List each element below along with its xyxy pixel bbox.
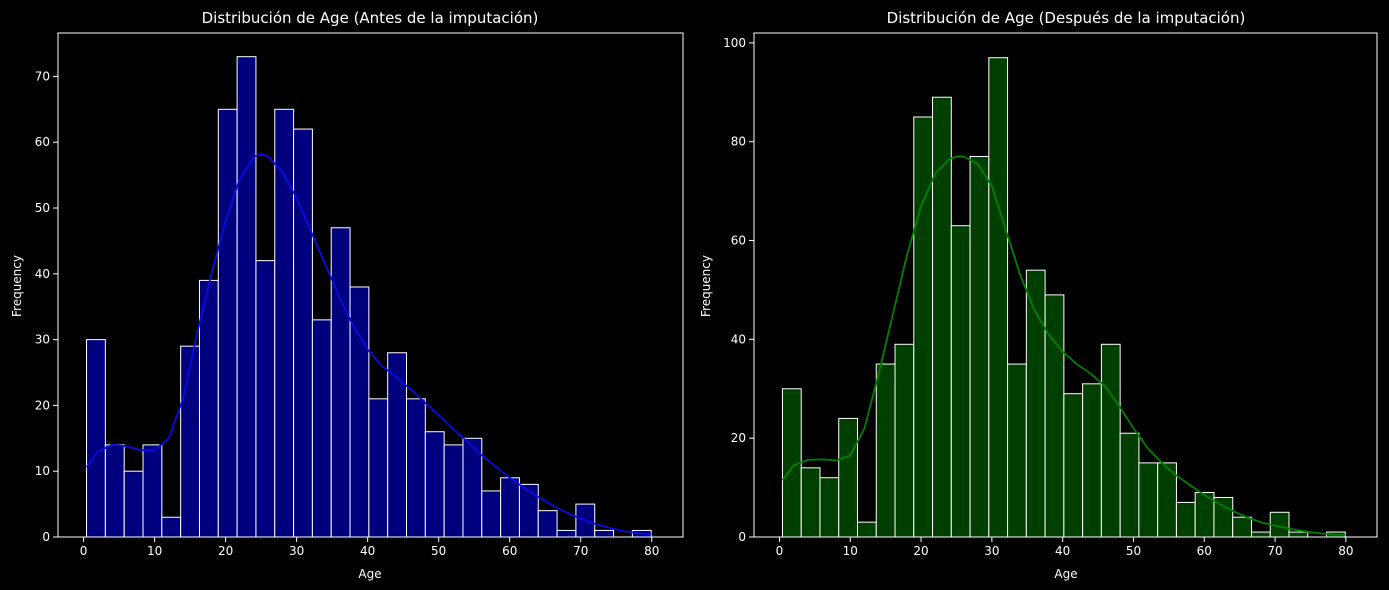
histogram-bar [950, 225, 971, 538]
y-tick-label: 60 [35, 135, 50, 149]
y-tick-label: 30 [35, 333, 50, 347]
histogram-bar [1082, 383, 1102, 538]
histogram-bar [293, 128, 313, 538]
histogram-bar [913, 116, 934, 538]
histogram-bar [537, 510, 558, 538]
y-tick-label: 20 [35, 398, 50, 412]
histogram-bar [1007, 363, 1027, 538]
histogram-bar [1044, 294, 1065, 538]
x-tick-label: 60 [502, 544, 517, 558]
x-tick-label: 20 [913, 544, 928, 558]
histogram-bar [857, 521, 877, 538]
x-tick-label: 10 [147, 544, 162, 558]
histogram-bar [894, 343, 915, 538]
kde-line [85, 153, 652, 536]
histogram-bar [236, 56, 257, 538]
kde-line [781, 155, 1346, 536]
histogram-bar [1119, 432, 1140, 538]
histogram-bar [875, 363, 896, 538]
y-axis-label: Frequency [10, 255, 24, 317]
x-tick-label: 40 [1055, 544, 1070, 558]
histogram-bar [123, 470, 144, 538]
chart-title: Distribución de Age (Antes de la imputac… [202, 9, 539, 27]
y-tick-label: 60 [731, 234, 746, 248]
x-tick-label: 80 [1338, 544, 1353, 558]
histogram-bar [1100, 343, 1121, 538]
chart-title: Distribución de Age (Después de la imput… [887, 9, 1246, 27]
x-tick-label: 20 [218, 544, 233, 558]
chart-before-imputation: Distribución de Age (Antes de la imputac… [10, 9, 684, 581]
x-tick-label: 10 [843, 544, 858, 558]
x-tick-label: 50 [1126, 544, 1141, 558]
y-tick-label: 80 [731, 135, 746, 149]
histogram-bar [1250, 531, 1271, 538]
histogram-bar [142, 444, 163, 538]
y-tick-label: 40 [35, 267, 50, 281]
histogram-bar [988, 57, 1009, 538]
x-tick-label: 40 [360, 544, 375, 558]
x-tick-label: 0 [776, 544, 784, 558]
histogram-bar [86, 339, 106, 538]
histogram-bar [368, 398, 389, 538]
y-tick-label: 70 [35, 69, 50, 83]
histogram-bar [180, 345, 200, 538]
histogram-bar [255, 260, 276, 538]
histogram-bar [198, 279, 219, 538]
x-tick-label: 30 [289, 544, 304, 558]
histogram-bar [161, 516, 182, 538]
histogram-bar [556, 529, 577, 538]
histogram-bar [1288, 531, 1309, 538]
histogram-bar [500, 477, 520, 538]
x-tick-label: 60 [1197, 544, 1212, 558]
x-tick-label: 80 [644, 544, 659, 558]
histogram-bar [800, 467, 821, 538]
plot-frame [57, 32, 684, 538]
chart-after-imputation: Distribución de Age (Después de la imput… [699, 9, 1378, 581]
histogram-bar [406, 398, 426, 538]
histogram-bar [838, 417, 859, 538]
y-tick-label: 0 [42, 530, 50, 544]
histogram-bar [217, 108, 238, 538]
x-axis-label: Age [1054, 567, 1077, 581]
x-tick-label: 0 [80, 544, 88, 558]
histogram-bar [104, 444, 125, 538]
histogram-bar [424, 431, 445, 538]
histogram-bar [932, 96, 952, 538]
y-tick-label: 100 [723, 36, 746, 50]
histogram-bar [1175, 501, 1196, 538]
plot-frame [753, 32, 1378, 538]
x-tick-label: 50 [431, 544, 446, 558]
y-tick-label: 50 [35, 201, 50, 215]
histogram-bar [1138, 462, 1159, 538]
histogram-bar [311, 319, 332, 538]
histogram-bar [330, 227, 351, 538]
histogram-bar [387, 352, 408, 538]
x-tick-label: 70 [573, 544, 588, 558]
x-tick-label: 70 [1267, 544, 1282, 558]
histogram-bar [1232, 516, 1252, 538]
histogram-bar [481, 490, 502, 538]
histogram-bar [819, 477, 840, 538]
x-tick-label: 30 [984, 544, 999, 558]
histogram-bar [443, 444, 464, 538]
histogram-bar [1025, 269, 1046, 538]
histogram-bar [518, 483, 539, 538]
histogram-bar [1063, 393, 1084, 538]
y-tick-label: 0 [738, 530, 746, 544]
y-tick-label: 10 [35, 464, 50, 478]
y-axis-label: Frequency [699, 255, 713, 317]
histogram-bar [594, 529, 615, 538]
histogram-bar [969, 156, 990, 538]
y-tick-label: 20 [731, 431, 746, 445]
x-axis-label: Age [358, 567, 381, 581]
y-tick-label: 40 [731, 332, 746, 346]
